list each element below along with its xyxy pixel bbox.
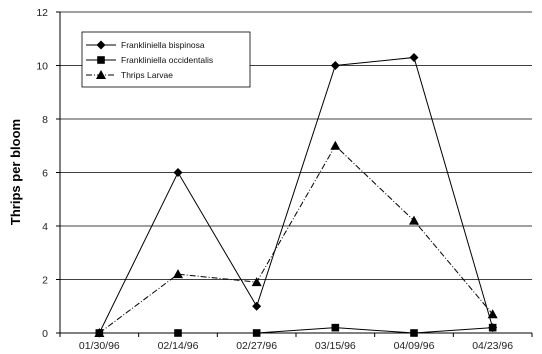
series-line <box>99 327 493 334</box>
triangle-marker <box>251 277 262 287</box>
diamond-marker <box>173 168 183 177</box>
diamond-marker <box>409 52 419 62</box>
square-marker <box>488 323 497 332</box>
triangle-marker <box>173 269 183 279</box>
y-tick-label: 0 <box>42 328 48 340</box>
y-tick-label: 8 <box>42 114 48 126</box>
triangle-marker <box>487 309 498 319</box>
x-tick-label: 02/27/96 <box>236 340 277 352</box>
x-tick-label: 04/23/96 <box>472 340 513 352</box>
square-marker <box>252 329 261 337</box>
diamond-marker <box>252 301 262 311</box>
series-line <box>99 144 494 334</box>
x-tick-label: 03/15/96 <box>315 340 356 352</box>
series-line <box>98 56 494 334</box>
triangle-marker <box>330 140 341 150</box>
y-tick-label: 4 <box>42 221 48 233</box>
y-tick-label: 12 <box>36 7 48 19</box>
triangle-marker <box>409 215 419 225</box>
legend: Frankliniella bispinosa Frankliniella occ… <box>81 31 251 88</box>
legend-label: Frankliniella occidentalis <box>121 55 213 65</box>
diamond-marker <box>330 61 340 70</box>
y-axis-label: Thrips per bloom <box>8 119 23 225</box>
square-marker <box>331 323 340 332</box>
y-tick-label: 10 <box>36 61 48 73</box>
x-tick-labels: 01/30/96 02/14/96 02/27/96 03/15/96 04/09/96… <box>59 333 533 352</box>
triangle-marker <box>94 328 105 337</box>
diamond-marker <box>96 40 106 50</box>
square-marker <box>174 329 182 337</box>
x-tick-label: 02/14/96 <box>158 340 199 352</box>
series-1 <box>94 52 498 338</box>
legend-label: Frankliniella bispinosa <box>121 40 205 50</box>
series-layer <box>94 52 498 338</box>
square-marker <box>97 56 105 64</box>
x-tick-label: 04/09/96 <box>394 340 435 352</box>
y-tick-label: 2 <box>42 275 48 287</box>
series-3 <box>94 140 498 337</box>
square-marker <box>410 329 418 337</box>
x-tick-label: 01/30/96 <box>79 340 120 352</box>
legend-label: Thrips Larvae <box>121 70 173 80</box>
y-tick-label: 6 <box>42 168 48 180</box>
triangle-marker <box>96 70 106 79</box>
y-tick-labels: 0 2 4 6 8 10 12 <box>36 7 60 340</box>
